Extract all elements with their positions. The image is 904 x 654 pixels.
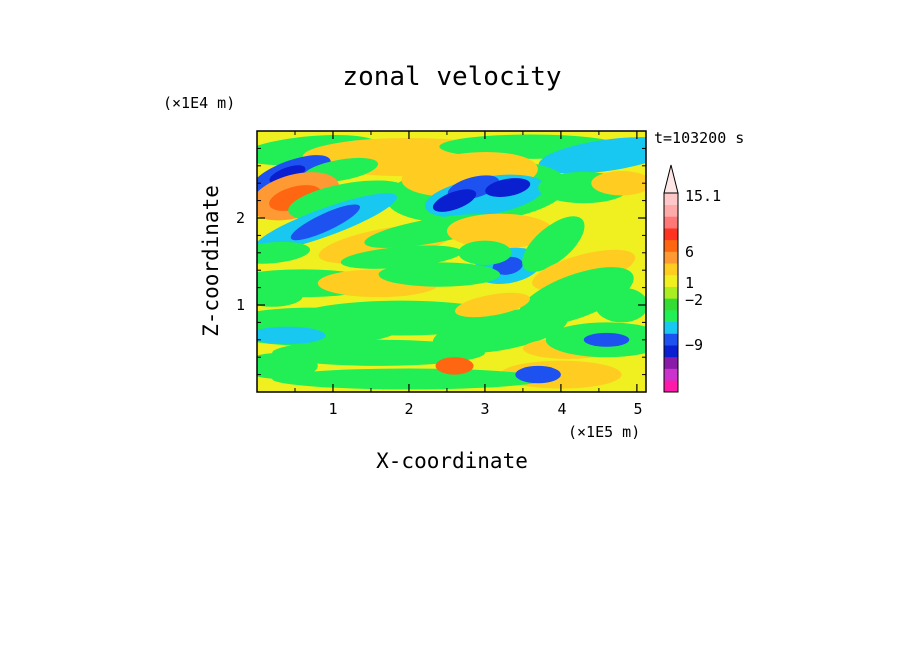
colorbar-swatch <box>664 380 678 393</box>
x-tick-label: 1 <box>328 400 337 418</box>
field-patch <box>257 285 303 307</box>
x-tick-label: 4 <box>557 400 566 418</box>
field-patch <box>432 189 477 212</box>
colorbar-tick-label: 1 <box>685 274 694 292</box>
colorbar-swatch <box>664 321 678 334</box>
colorbar-swatch <box>664 239 678 252</box>
colorbar-swatch <box>664 368 678 381</box>
field-patch <box>435 357 474 375</box>
colorbar-extend-arrow <box>663 164 679 194</box>
colorbar-swatch <box>664 216 678 229</box>
field-patch <box>257 326 326 345</box>
field-patch <box>257 241 311 264</box>
colorbar-swatch <box>664 193 678 206</box>
colorbar-swatch <box>664 263 678 276</box>
x-tick-label: 3 <box>480 400 489 418</box>
colorbar-tick-label: −9 <box>685 336 703 354</box>
field-patch <box>378 262 501 287</box>
axis-ticks <box>257 131 646 392</box>
colorbar <box>663 164 679 393</box>
field-patch <box>522 216 585 272</box>
field-patch <box>591 171 646 196</box>
field-patch <box>515 365 561 384</box>
plot-frame <box>256 130 647 393</box>
field-patch <box>595 287 646 323</box>
chart-title: zonal velocity <box>342 62 561 92</box>
colorbar-swatch <box>664 204 678 217</box>
field-patch <box>538 137 646 174</box>
colorbar-swatch <box>664 286 678 299</box>
colorbar-tick-label: −2 <box>685 291 703 309</box>
field-patch <box>272 368 546 390</box>
heatmap-field <box>257 131 646 392</box>
colorbar-swatch <box>664 345 678 358</box>
colorbar-tick-label: 6 <box>685 243 694 261</box>
field-patch <box>257 352 318 379</box>
field-patch <box>446 213 554 249</box>
colorbar-swatch <box>664 251 678 264</box>
colorbar-swatch <box>664 274 678 287</box>
field-patch <box>458 240 512 265</box>
x-axis-label: X-coordinate <box>376 449 528 473</box>
y-tick-label: 1 <box>236 296 245 314</box>
colorbar-swatch <box>664 298 678 311</box>
time-label: t=103200 s <box>654 129 744 147</box>
y-tick-label: 2 <box>236 209 245 227</box>
y-axis-label: Z-coordinate <box>199 185 223 337</box>
field-patch <box>485 178 531 197</box>
colorbar-swatch <box>664 310 678 323</box>
y-scale-label: (×1E4 m) <box>163 94 235 112</box>
colorbar-swatch <box>664 228 678 241</box>
field-patch <box>272 339 485 366</box>
x-scale-label: (×1E5 m) <box>568 423 640 441</box>
field-patch <box>455 292 530 318</box>
field-patch <box>583 332 630 347</box>
colorbar-swatch <box>664 333 678 346</box>
colorbar-swatch <box>664 356 678 369</box>
colorbar-frame <box>663 192 679 393</box>
x-tick-label: 2 <box>404 400 413 418</box>
x-tick-label: 5 <box>633 400 642 418</box>
field-patch <box>290 204 361 241</box>
colorbar-tick-label: 15.1 <box>685 187 721 205</box>
